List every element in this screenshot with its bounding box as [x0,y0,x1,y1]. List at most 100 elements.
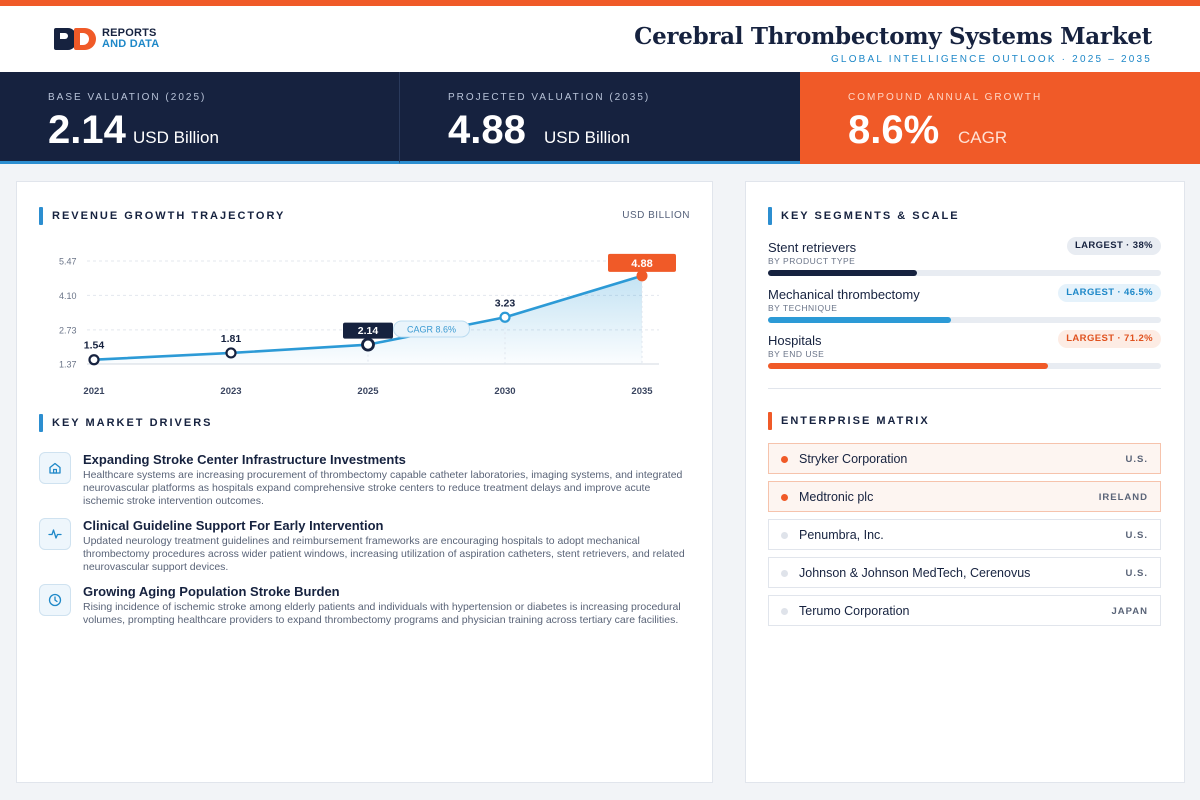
x-tick-label: 2025 [357,386,379,397]
drivers-section-title: KEY MARKET DRIVERS [39,414,212,432]
driver-title: Growing Aging Population Stroke Burden [83,584,340,599]
data-point [499,311,511,323]
clock-icon [39,584,71,616]
revenue-line-chart: 5.47 4.10 2.73 1.37 CAGR 8.6% 1.54 2021 1.81 202… [59,253,676,397]
segment-name: Stent retrievers [768,240,857,255]
value-label: 1.54 [84,340,105,352]
kpi-value: 8.6% [848,108,940,152]
top-accent-bar [0,0,1200,6]
enterprise-section-title: ENTERPRISE MATRIX [768,412,930,430]
kpi-strip: BASE VALUATION (2025) 2.14 USD Billion P… [0,72,1200,164]
enterprise-row[interactable]: Stryker Corporation U.S. [768,443,1161,474]
enterprise-row[interactable]: Medtronic plc IRELAND [768,481,1161,512]
logo-text: REPORTS AND DATA [102,28,159,50]
drivers-list: Expanding Stroke Center Infrastructure I… [39,452,689,650]
driver-description: Healthcare systems are increasing procur… [83,469,683,507]
pulse-icon [39,518,71,550]
driver-description: Updated neurology treatment guidelines a… [83,535,685,573]
company-name: Penumbra, Inc. [799,528,884,542]
driver-description: Rising incidence of ischemic stroke amon… [83,601,681,626]
x-tick-label: 2030 [494,386,515,397]
x-tick-label: 2023 [220,386,241,397]
segment-row: Hospitals BY END USE LARGEST · 71.2% [768,330,1161,377]
logo[interactable]: REPORTS AND DATA [54,28,159,50]
header: REPORTS AND DATA Cerebral Thrombectomy S… [0,6,1200,72]
company-country: JAPAN [1111,606,1148,617]
segment-bar-fill [768,363,1048,369]
kpi-unit: USD Billion [544,128,630,147]
kpi-label: BASE VALUATION (2025) [48,92,207,103]
company-country: U.S. [1125,530,1148,541]
logo-line-1: REPORTS [102,27,157,39]
segment-share-badge: LARGEST · 38% [1066,237,1161,255]
x-tick-label: 2021 [83,386,105,397]
segment-bar-track [768,270,1161,276]
segment-category: BY PRODUCT TYPE [768,256,856,266]
section-divider [768,388,1161,389]
segment-category: BY TECHNIQUE [768,303,838,313]
y-tick-label: 4.10 [59,291,77,301]
enterprise-row[interactable]: Terumo Corporation JAPAN [768,595,1161,626]
segment-bar-track [768,363,1161,369]
segments-section-title: KEY SEGMENTS & SCALE [768,207,960,225]
page-subtitle: GLOBAL INTELLIGENCE OUTLOOK · 2025 – 203… [830,54,1152,65]
kpi-unit: USD Billion [133,128,219,147]
status-dot [781,608,788,615]
segment-row: Mechanical thrombectomy BY TECHNIQUE LAR… [768,284,1161,331]
status-dot [781,570,788,577]
segment-bar-fill [768,317,951,323]
y-tick-label: 1.37 [59,360,77,370]
kpi-label: COMPOUND ANNUAL GROWTH [848,92,1043,103]
logo-mark-icon [54,28,98,50]
kpi-projected-valuation: PROJECTED VALUATION (2035) 4.88 USD Bill… [400,72,800,164]
value-label: 3.23 [495,297,516,309]
company-country: IRELAND [1098,492,1148,503]
company-country: U.S. [1125,568,1148,579]
x-tick-label: 2035 [631,386,653,397]
kpi-unit: CAGR [958,128,1008,147]
company-name: Medtronic plc [799,490,874,504]
cagr-pill [393,320,470,338]
left-panel: REVENUE GROWTH TRAJECTORY USD BILLION 5.… [16,181,713,783]
value-label: 1.81 [221,333,242,345]
value-label-box [608,253,676,272]
home-icon [39,452,71,484]
driver-title: Expanding Stroke Center Infrastructure I… [83,452,406,467]
revenue-area [94,275,642,364]
status-dot [781,494,788,501]
segment-share-badge: LARGEST · 71.2% [1058,330,1161,348]
company-name: Johnson & Johnson MedTech, Cerenovus [799,566,1031,580]
enterprise-row[interactable]: Penumbra, Inc. U.S. [768,519,1161,550]
segment-row: Stent retrievers BY PRODUCT TYPE LARGEST… [768,237,1161,284]
page-title: Cerebral Thrombectomy Systems Market [634,23,1152,50]
data-point [361,337,375,352]
y-tick-label: 5.47 [59,257,77,267]
kpi-value: 4.88 [448,108,526,152]
segment-name: Hospitals [768,333,822,348]
kpi-cagr: COMPOUND ANNUAL GROWTH 8.6% CAGR [800,72,1200,164]
segment-bar-track [768,317,1161,323]
status-dot [781,456,788,463]
data-point [636,270,648,282]
company-country: U.S. [1125,454,1148,465]
y-tick-label: 2.73 [59,325,77,335]
driver-title: Clinical Guideline Support For Early Int… [83,518,384,533]
segment-bar-fill [768,270,918,276]
data-point [88,354,100,366]
company-name: Terumo Corporation [799,604,910,618]
chart-unit-label: USD BILLION [622,210,690,221]
enterprise-row[interactable]: Johnson & Johnson MedTech, Cerenovus U.S… [768,557,1161,588]
segment-name: Mechanical thrombectomy [768,287,920,302]
status-dot [781,532,788,539]
segment-category: BY END USE [768,349,825,359]
value-label: 2.14 [358,325,379,337]
right-panel: KEY SEGMENTS & SCALE Stent retrievers BY… [745,181,1185,783]
driver-item: Clinical Guideline Support For Early Int… [39,518,689,584]
revenue-section-title: REVENUE GROWTH TRAJECTORY [39,207,285,225]
company-name: Stryker Corporation [799,452,908,466]
segment-share-badge: LARGEST · 46.5% [1058,284,1161,302]
value-label-box [343,322,393,339]
kpi-label: PROJECTED VALUATION (2035) [448,92,651,103]
kpi-value: 2.14 [48,108,126,152]
value-label: 4.88 [631,258,652,270]
